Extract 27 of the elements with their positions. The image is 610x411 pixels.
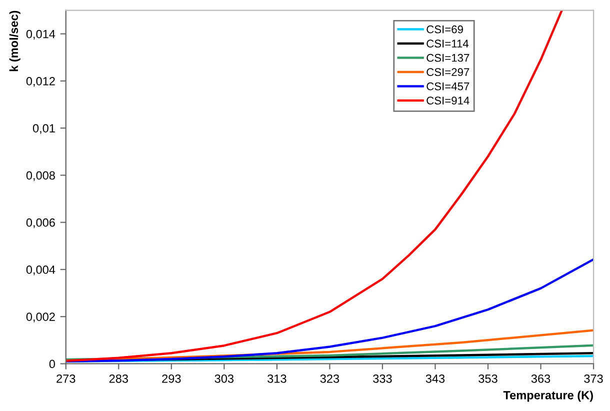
x-tick-label: 303 <box>214 374 234 383</box>
y-tick-label: 0,008 <box>26 171 55 182</box>
x-tick-label: 323 <box>320 374 340 383</box>
y-tick-label: 0,01 <box>32 124 55 134</box>
y-tick-label: 0 <box>49 360 55 368</box>
x-tick-label: 363 <box>531 374 550 383</box>
y-axis-title: k (mol/sec) <box>9 10 20 72</box>
x-tick-label: 283 <box>109 374 128 383</box>
y-tick-label: 0,004 <box>26 266 56 276</box>
legend-label: CSI=914 <box>426 96 470 105</box>
x-tick-label: 353 <box>478 374 498 383</box>
x-tick-label: 343 <box>426 374 445 383</box>
x-tick-label: 373 <box>584 374 603 383</box>
x-tick-label: 333 <box>373 374 392 383</box>
y-tick-label: 0,014 <box>26 30 56 40</box>
x-axis-title: Temperature (K) <box>503 390 593 402</box>
y-tick-label: 0,012 <box>26 77 55 87</box>
x-tick-label: 273 <box>56 374 76 383</box>
legend-label: CSI=137 <box>426 54 470 62</box>
legend-label: CSI=297 <box>426 68 470 76</box>
legend-label: CSI=114 <box>426 40 469 48</box>
y-tick-label: 0,002 <box>26 312 55 322</box>
x-tick-label: 293 <box>162 374 181 383</box>
y-tick-label: 0,006 <box>26 218 55 228</box>
legend-label: CSI=69 <box>426 25 463 34</box>
x-tick-label: 313 <box>268 374 286 383</box>
legend-label: CSI=457 <box>426 82 470 90</box>
